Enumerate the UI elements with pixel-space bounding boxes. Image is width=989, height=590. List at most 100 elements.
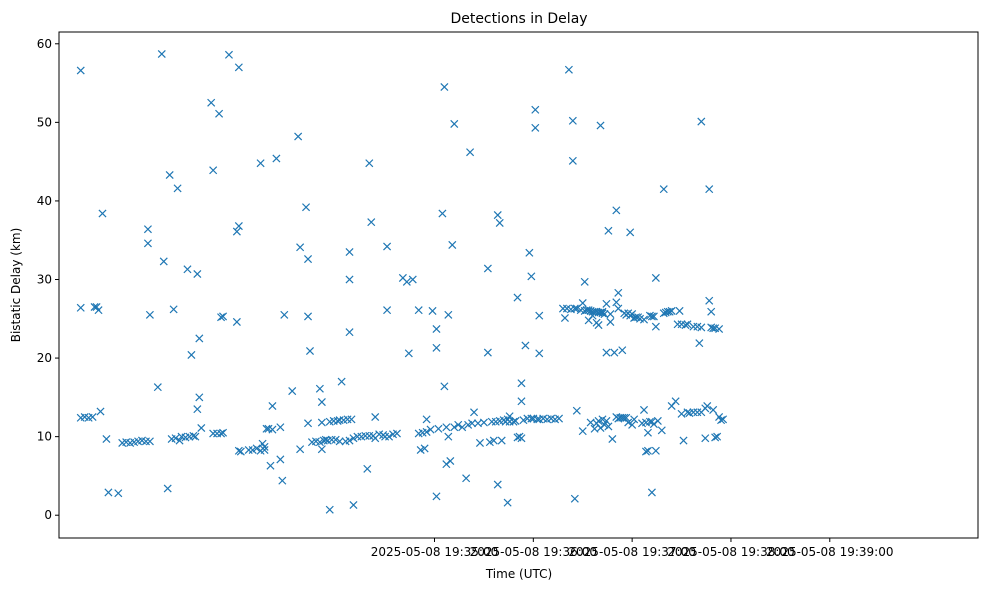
x-tick-label: 2025-05-08 19:35:00	[371, 545, 498, 559]
detection-marker	[717, 416, 726, 425]
detection-marker	[171, 434, 180, 443]
points-layer	[76, 49, 728, 514]
detection-marker	[232, 317, 241, 326]
detection-marker	[641, 447, 650, 456]
detection-marker	[493, 211, 502, 220]
detection-marker	[608, 434, 617, 444]
detection-marker	[76, 303, 85, 312]
detection-marker	[531, 105, 540, 114]
detection-marker	[102, 434, 111, 444]
detection-marker	[414, 306, 423, 315]
plot-frame	[58, 31, 979, 539]
detection-marker	[444, 432, 453, 441]
detection-marker	[659, 185, 668, 194]
detection-marker	[432, 324, 441, 334]
detection-marker	[335, 437, 344, 446]
detection-marker	[345, 275, 354, 284]
detection-marker	[349, 500, 358, 510]
detection-marker	[385, 432, 394, 441]
detection-marker	[487, 417, 496, 426]
detection-marker	[383, 242, 392, 251]
detection-marker	[647, 488, 656, 497]
detection-marker	[612, 206, 621, 215]
detection-marker	[296, 243, 305, 252]
detection-marker	[602, 299, 611, 308]
detection-marker	[651, 446, 660, 455]
detection-marker	[468, 419, 477, 428]
detection-marker	[440, 82, 449, 92]
detection-marker	[252, 444, 261, 453]
detection-marker	[701, 434, 710, 443]
x-axis-label: Time (UTC)	[485, 567, 552, 581]
detection-marker	[195, 334, 204, 343]
detection-marker	[594, 321, 603, 330]
detection-marker	[438, 209, 447, 218]
detection-marker	[153, 383, 162, 392]
detection-marker	[317, 418, 326, 427]
detection-marker	[697, 117, 706, 126]
detection-marker	[197, 423, 206, 433]
detection-marker	[570, 494, 579, 503]
detection-marker	[503, 498, 512, 507]
detection-marker	[535, 349, 544, 358]
detection-marker	[143, 225, 152, 234]
detection-marker	[560, 313, 569, 323]
detection-marker	[703, 401, 712, 411]
detection-marker	[639, 315, 649, 324]
detection-marker	[643, 446, 652, 455]
detection-marker	[371, 412, 380, 422]
detection-marker	[578, 427, 587, 436]
detection-marker	[675, 306, 684, 315]
detection-marker	[317, 398, 326, 407]
detection-marker	[272, 154, 281, 163]
detection-marker	[234, 446, 243, 455]
detection-marker	[643, 428, 652, 437]
detection-marker	[345, 247, 354, 257]
detection-marker	[408, 275, 417, 284]
detection-marker	[448, 240, 457, 249]
detection-marker	[432, 343, 441, 352]
detection-marker	[444, 310, 453, 319]
detection-marker	[462, 474, 471, 483]
detection-marker	[483, 348, 492, 357]
detection-marker	[715, 324, 724, 334]
detection-marker	[426, 425, 435, 434]
detection-marker	[422, 415, 431, 424]
detection-marker	[428, 306, 437, 315]
detection-marker	[268, 425, 277, 434]
detection-marker	[365, 159, 374, 168]
detection-marker	[143, 239, 152, 248]
detection-marker	[705, 185, 714, 194]
detection-marker	[347, 415, 356, 424]
detection-marker	[209, 429, 218, 438]
detection-marker	[302, 203, 311, 212]
detection-marker	[187, 350, 196, 359]
detection-marker	[305, 346, 315, 356]
detection-marker	[260, 445, 269, 455]
detection-marker	[667, 306, 676, 315]
detection-marker	[517, 434, 526, 443]
detection-marker	[325, 505, 334, 514]
detection-marker	[554, 414, 564, 423]
detection-marker	[639, 405, 649, 414]
detection-marker	[420, 444, 429, 453]
detection-marker	[365, 431, 374, 440]
detection-marker	[276, 423, 285, 432]
detection-marker	[489, 436, 498, 445]
detection-marker	[535, 311, 544, 320]
detection-marker	[483, 264, 492, 273]
y-axis-label: Bistatic Delay (km)	[9, 228, 23, 343]
detection-marker	[175, 436, 184, 445]
detection-marker	[618, 346, 627, 355]
detection-marker	[707, 307, 716, 316]
detection-marker	[568, 156, 577, 165]
detection-marker	[645, 417, 654, 426]
detection-marker	[217, 313, 226, 322]
detection-marker	[260, 442, 269, 451]
detection-marker	[422, 427, 431, 436]
detection-marker	[165, 170, 174, 180]
detection-marker	[434, 424, 443, 433]
detection-marker	[604, 422, 613, 431]
detection-marker	[578, 299, 587, 308]
detection-marker	[665, 307, 674, 316]
